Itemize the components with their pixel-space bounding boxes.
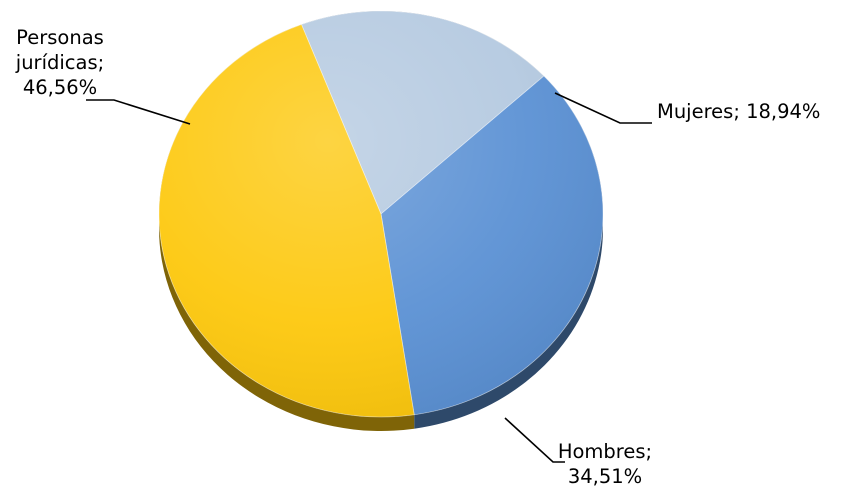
leader-line-mujeres bbox=[554, 92, 652, 124]
data-label-hombres: Hombres; 34,51% bbox=[558, 440, 652, 488]
data-label-line: 34,51% bbox=[568, 465, 642, 488]
data-label-line: jurídicas; bbox=[15, 51, 104, 74]
leader-line-hombres bbox=[504, 417, 565, 463]
data-labels: Mujeres; 18,94% Hombres; 34,51% Personas jur… bbox=[15, 26, 821, 488]
data-label-line: Personas bbox=[16, 26, 104, 49]
data-label-line: Hombres; bbox=[558, 440, 652, 463]
data-label-line: Mujeres; 18,94% bbox=[657, 100, 820, 123]
leader-line-personas-jurídicas bbox=[86, 99, 191, 125]
pie-slices bbox=[158, 10, 604, 418]
leader-lines bbox=[86, 92, 652, 463]
data-label-personas-jurídicas: Personas jurídicas; 46,56% bbox=[15, 26, 104, 99]
data-label-mujeres: Mujeres; 18,94% bbox=[657, 100, 820, 123]
data-label-line: 46,56% bbox=[23, 76, 97, 99]
